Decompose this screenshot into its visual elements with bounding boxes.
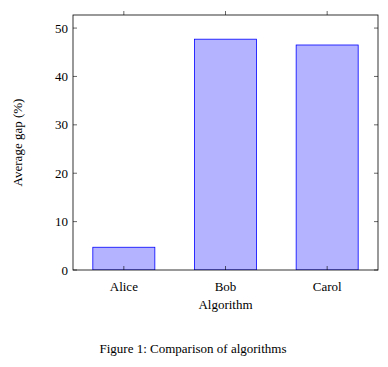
y-tick-label: 0	[62, 263, 69, 278]
x-tick-label: Carol	[313, 279, 342, 294]
y-tick	[73, 28, 77, 29]
caption: Figure 1: Comparison of algorithms	[99, 341, 286, 356]
y-tick	[374, 124, 378, 125]
y-tick	[374, 221, 378, 222]
x-axis-label: Algorithm	[198, 297, 252, 312]
y-tick	[374, 28, 378, 29]
y-tick-label: 20	[55, 166, 68, 181]
chart: 0 10 20 30 40 50 Alice Bob Carol Algorithm Average…	[0, 0, 388, 367]
y-tick-label: 40	[55, 69, 68, 84]
x-tick	[225, 266, 226, 270]
y-tick	[73, 76, 77, 77]
y-tick	[73, 124, 77, 125]
bars	[93, 39, 358, 270]
y-tick	[374, 173, 378, 174]
bar	[93, 247, 155, 270]
y-tick-label: 30	[55, 117, 68, 132]
y-tick	[73, 270, 77, 271]
bar	[194, 39, 256, 270]
y-axis-label: Average gap (%)	[10, 99, 25, 187]
y-tick-label: 10	[55, 214, 68, 229]
x-tick	[327, 11, 328, 15]
x-tick	[123, 11, 124, 15]
y-tick	[73, 221, 77, 222]
x-tick-label: Alice	[110, 279, 138, 294]
x-tick	[327, 266, 328, 270]
y-tick	[73, 173, 77, 174]
plot-frame	[73, 15, 378, 270]
x-tick	[225, 11, 226, 15]
y-tick	[374, 76, 378, 77]
y-tick	[374, 270, 378, 271]
y-tick-label: 50	[55, 21, 68, 36]
x-tick-label: Bob	[215, 279, 237, 294]
chart-container: 0 10 20 30 40 50 Alice Bob Carol Algorithm Average…	[0, 0, 388, 367]
bar	[296, 45, 358, 270]
x-tick	[123, 266, 124, 270]
